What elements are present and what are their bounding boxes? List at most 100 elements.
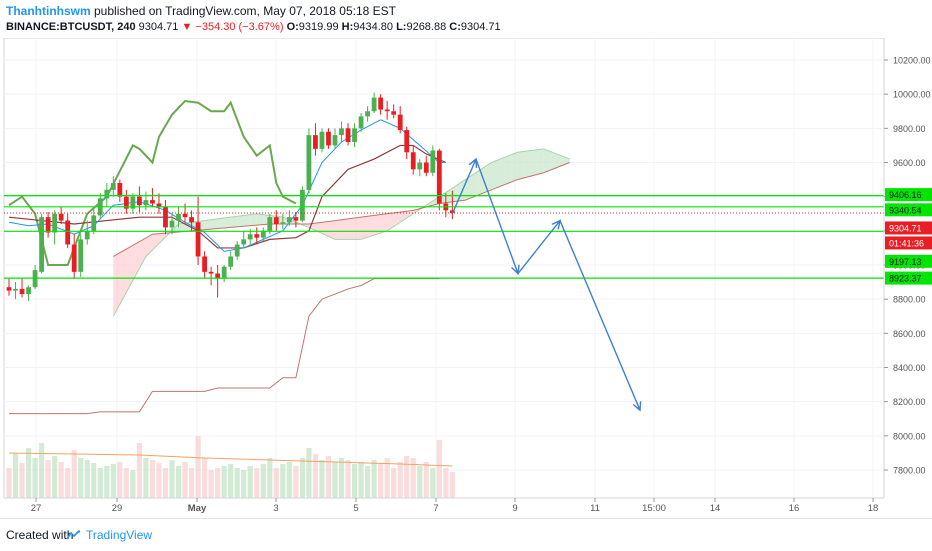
candle-body bbox=[176, 213, 181, 221]
tradingview-brand[interactable]: TradingView bbox=[86, 528, 153, 542]
candle-body bbox=[384, 109, 390, 112]
volume-bar bbox=[436, 440, 442, 498]
volume-bar bbox=[117, 462, 123, 498]
low-label: L: bbox=[396, 21, 407, 33]
candle-body bbox=[202, 256, 207, 272]
candle-body bbox=[39, 217, 44, 272]
published-text: published on TradingView.com, May 07, 20… bbox=[90, 4, 396, 18]
candle-body bbox=[78, 239, 84, 272]
x-tick-label: 29 bbox=[112, 503, 123, 514]
candle-body bbox=[130, 196, 136, 209]
candle-body bbox=[273, 217, 279, 224]
y-tick-label: 8200.00 bbox=[893, 397, 926, 407]
price-chart[interactable]: 10200.0010000.009800.009600.009400.00920… bbox=[0, 38, 932, 518]
candle-body bbox=[84, 230, 90, 240]
ichimoku-cloud-segment bbox=[367, 215, 375, 238]
footer: Created with TradingView bbox=[0, 518, 932, 551]
created-with-text: Created with bbox=[6, 528, 74, 542]
candle-body bbox=[19, 288, 25, 295]
candle-body bbox=[123, 196, 129, 209]
x-tick-label: 3 bbox=[273, 503, 278, 514]
candle-body bbox=[71, 244, 77, 272]
candle-body bbox=[104, 189, 110, 199]
ichimoku-cloud-segment bbox=[406, 210, 414, 219]
ichimoku-cloud-segment bbox=[250, 213, 257, 226]
ichimoku-cloud-segment bbox=[484, 162, 492, 193]
volume-bar bbox=[221, 466, 227, 498]
author-link[interactable]: Thanhtinhswm bbox=[6, 4, 91, 18]
x-tick-label: 27 bbox=[31, 503, 42, 514]
ichimoku-cloud-segment bbox=[524, 150, 531, 178]
ichimoku-cloud-segment bbox=[224, 217, 231, 228]
ichimoku-cloud-segment bbox=[537, 148, 544, 175]
ichimoku-cloud-segment bbox=[400, 211, 407, 223]
volume-bar bbox=[351, 464, 358, 498]
volume-bar bbox=[149, 460, 156, 498]
close-label: C: bbox=[449, 21, 461, 33]
volume-bar bbox=[423, 462, 429, 498]
volume-bar bbox=[91, 463, 97, 498]
volume-bar bbox=[404, 456, 410, 498]
candle-body bbox=[300, 189, 305, 221]
tradingview-logo-icon bbox=[66, 530, 81, 540]
ichimoku-cloud-segment bbox=[348, 218, 355, 240]
ichimoku-cloud-segment bbox=[387, 212, 394, 231]
candle-body bbox=[306, 135, 312, 190]
y-tick-label: 9800.00 bbox=[893, 124, 926, 134]
volume-bar bbox=[306, 448, 312, 498]
ichimoku-cloud-segment bbox=[550, 151, 557, 171]
ichimoku-cloud-segment bbox=[119, 249, 127, 305]
candle-body bbox=[91, 215, 97, 231]
ichimoku-cloud-segment bbox=[211, 218, 218, 230]
ichimoku-cloud-segment bbox=[341, 218, 349, 240]
volume-bar bbox=[215, 468, 221, 498]
volume-bar bbox=[241, 470, 247, 498]
volume-bar bbox=[130, 470, 136, 498]
volume-bar bbox=[443, 468, 449, 498]
candle-body bbox=[182, 213, 188, 218]
x-tick-label: 7 bbox=[433, 503, 438, 514]
y-tick-label: 8800.00 bbox=[893, 295, 926, 305]
volume-bar bbox=[273, 468, 279, 498]
candle-body bbox=[208, 271, 214, 274]
volume-bar bbox=[430, 468, 436, 498]
candle-body bbox=[410, 152, 416, 170]
price-label-text: 9406.16 bbox=[889, 190, 922, 200]
candle-body bbox=[163, 206, 168, 228]
ichimoku-cloud-segment bbox=[158, 233, 166, 244]
price-label-tag bbox=[885, 221, 932, 235]
ichimoku-cloud-segment bbox=[504, 154, 512, 185]
volume-bar bbox=[78, 458, 84, 498]
candle-body bbox=[313, 135, 318, 149]
ichimoku-cloud-segment bbox=[152, 233, 159, 250]
candle-body bbox=[417, 162, 423, 170]
volume-bar bbox=[169, 460, 175, 498]
ichimoku-cloud-segment bbox=[380, 213, 388, 233]
ichimoku-cloud-segment bbox=[471, 171, 479, 198]
candle-body bbox=[110, 183, 116, 190]
volume-bar bbox=[391, 468, 397, 498]
volume-bar bbox=[267, 458, 273, 498]
forecast-arrow-path[interactable] bbox=[475, 158, 641, 411]
volume-bar bbox=[25, 448, 32, 498]
volume-bar bbox=[19, 463, 25, 498]
price-label-tag bbox=[885, 254, 932, 268]
ichimoku-cloud-segment bbox=[556, 153, 564, 168]
candle-body bbox=[221, 266, 227, 279]
forecast-arrow-up-short[interactable] bbox=[451, 158, 477, 215]
volume-bar bbox=[280, 464, 286, 498]
volume-bar bbox=[410, 458, 416, 498]
y-tick-label: 7800.00 bbox=[893, 466, 926, 476]
ichimoku-cloud-segment bbox=[543, 148, 551, 173]
candle-body bbox=[352, 128, 357, 142]
candle-body bbox=[423, 162, 429, 173]
y-tick-label: 8000.00 bbox=[893, 431, 926, 441]
volume-bar bbox=[195, 436, 201, 498]
volume-bar bbox=[378, 464, 384, 498]
volume-bar bbox=[449, 472, 455, 498]
volume-bar bbox=[228, 464, 234, 498]
candle-body bbox=[45, 217, 51, 233]
candle-body bbox=[195, 222, 201, 257]
price-label-text: 9340.54 bbox=[889, 205, 922, 215]
volume-bar bbox=[6, 468, 12, 498]
